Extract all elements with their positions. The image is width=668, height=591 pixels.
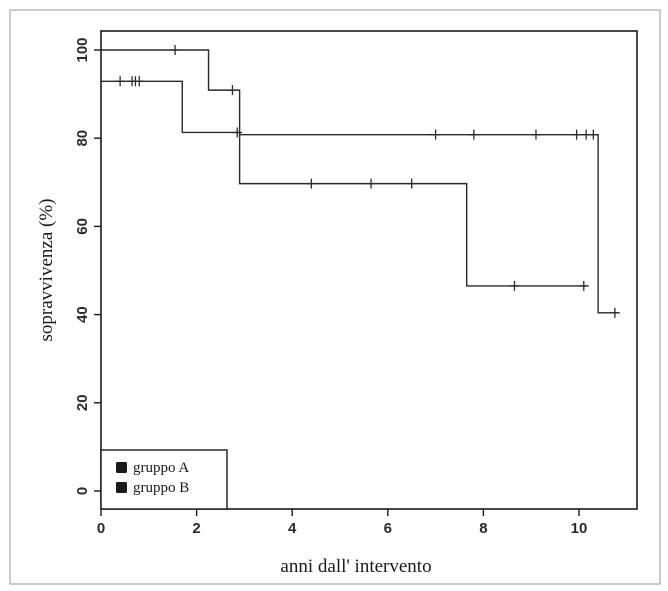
y-tick-label-5: 100 <box>74 37 91 62</box>
censor-mark-gruppo-a-1 <box>227 85 238 96</box>
censor-mark-gruppo-b-0 <box>115 76 126 87</box>
x-axis-title: anni dall' intervento <box>280 556 431 577</box>
y-axis: 0 20 40 60 80 100 <box>74 37 101 495</box>
y-tick-label-1: 20 <box>74 394 91 411</box>
plot-area-frame <box>100 30 638 510</box>
censor-mark-gruppo-a-7 <box>588 129 599 140</box>
x-tick-label-2: 4 <box>288 520 297 537</box>
censor-mark-gruppo-a-4 <box>530 129 541 140</box>
x-tick-label-4: 8 <box>479 520 487 537</box>
censor-mark-gruppo-a-8 <box>609 307 620 318</box>
censor-mark-gruppo-b-9 <box>578 280 589 291</box>
legend-marker-gruppo-b <box>116 482 127 493</box>
censor-mark-gruppo-b-6 <box>366 178 377 189</box>
x-tick-label-0: 0 <box>97 520 105 537</box>
y-tick-label-3: 60 <box>74 218 91 235</box>
legend-label-gruppo-b: gruppo B <box>133 480 189 496</box>
y-tick-label-0: 0 <box>74 487 91 495</box>
x-tick-label-3: 6 <box>384 520 392 537</box>
censor-mark-gruppo-b-5 <box>306 178 317 189</box>
y-tick-label-2: 40 <box>74 306 91 323</box>
censor-mark-gruppo-a-3 <box>468 129 479 140</box>
legend-box <box>100 449 228 510</box>
censor-mark-gruppo-b-4 <box>232 127 243 138</box>
censor-mark-gruppo-b-8 <box>509 280 520 291</box>
x-tick-label-1: 2 <box>192 520 200 537</box>
series-layer <box>101 45 620 318</box>
censor-mark-gruppo-b-7 <box>406 178 417 189</box>
y-tick-label-4: 80 <box>74 130 91 147</box>
censor-mark-gruppo-a-0 <box>170 45 181 55</box>
y-axis-title: sopravvivenza (%) <box>36 199 57 342</box>
survival-curve-gruppo-b <box>101 80 587 287</box>
censor-mark-gruppo-a-2 <box>430 129 441 140</box>
legend-label-gruppo-a: gruppo A <box>133 460 189 476</box>
figure-border <box>9 9 661 585</box>
legend: gruppo A gruppo B <box>100 449 228 510</box>
legend-marker-gruppo-a <box>116 462 127 473</box>
survival-curve-gruppo-a <box>101 49 618 314</box>
x-tick-label-5: 10 <box>571 520 588 537</box>
censor-mark-gruppo-b-3 <box>134 76 145 87</box>
censor-mark-gruppo-a-5 <box>571 129 582 140</box>
x-axis: 0 2 4 6 8 10 <box>97 509 588 537</box>
